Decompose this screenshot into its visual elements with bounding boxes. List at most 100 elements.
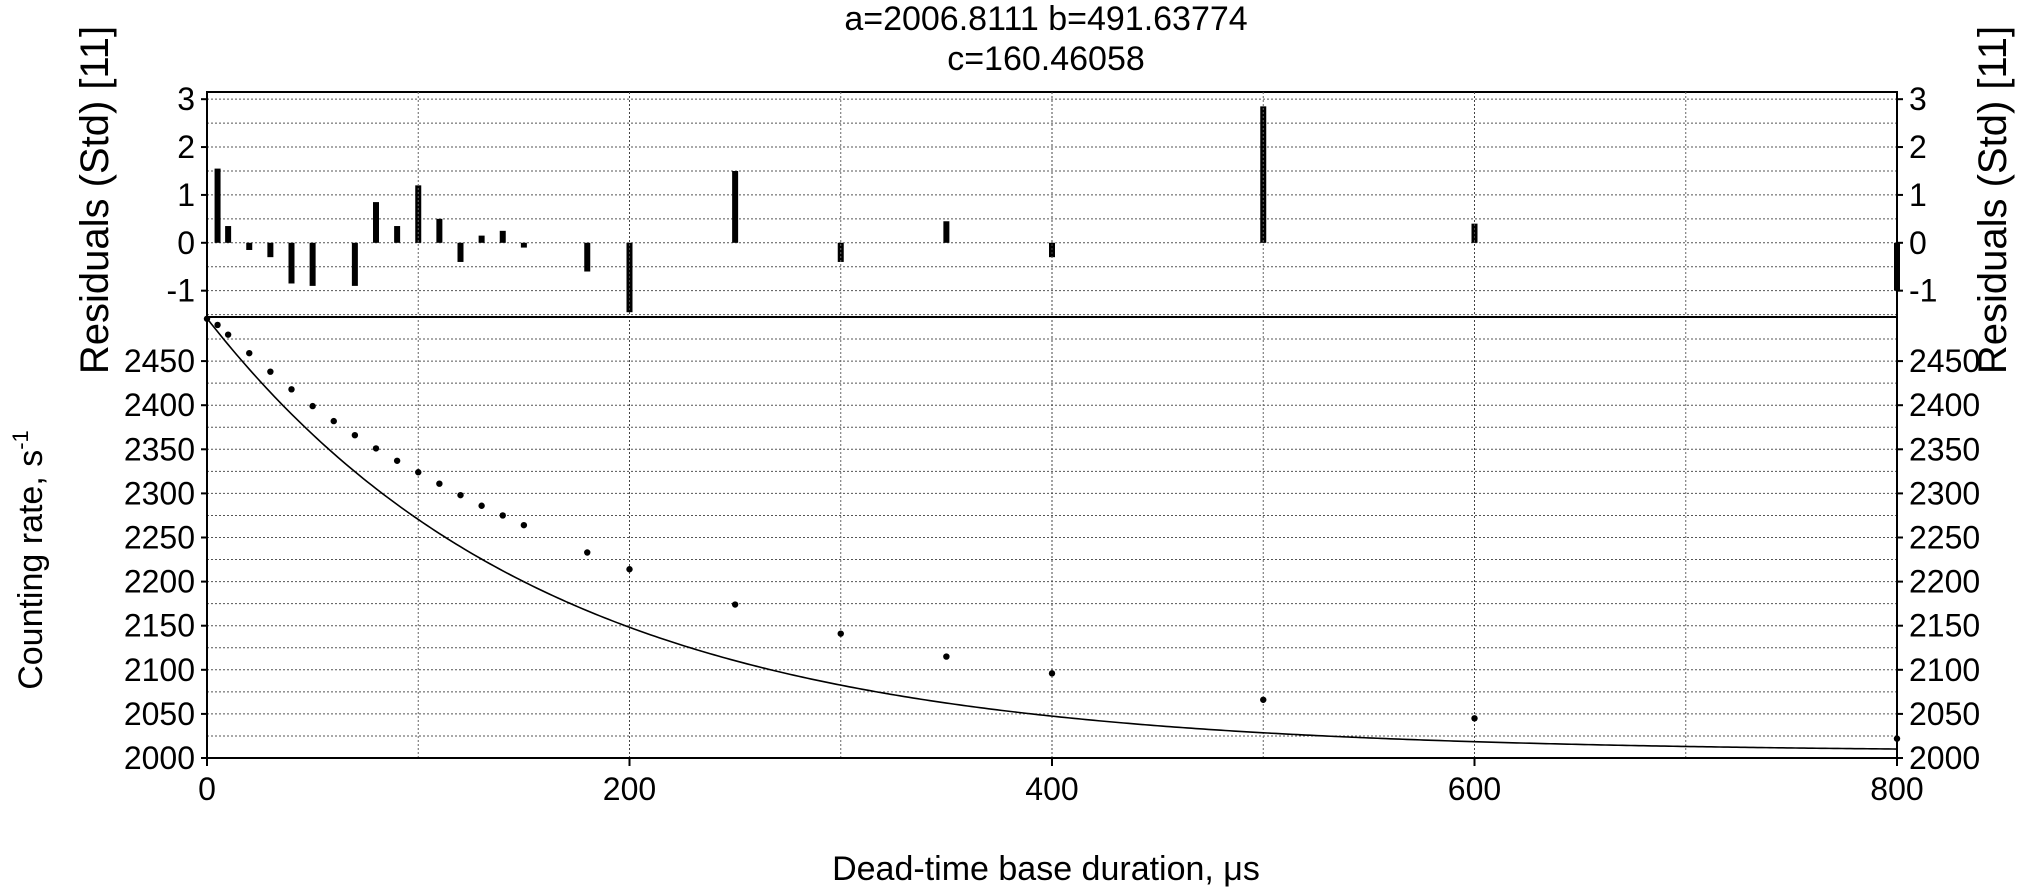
main-y-axis-label-text: Counting rate, s — [12, 450, 50, 690]
data-point — [330, 417, 337, 425]
x-tick-label: 600 — [1448, 771, 1501, 807]
data-point — [1893, 735, 1901, 742]
main-y-tick-label: 2400 — [1909, 387, 1980, 423]
main-y-tick-label: 2200 — [1909, 564, 1980, 600]
residual-bar — [214, 168, 221, 243]
residual-bar — [394, 226, 401, 243]
x-tick-label: 800 — [1870, 771, 1923, 807]
main-y-tick-label: 2050 — [1909, 696, 1980, 732]
residual-bar — [943, 221, 950, 243]
x-tick-label: 0 — [198, 771, 216, 807]
main-y-tick-label: 2100 — [124, 652, 195, 688]
data-point — [943, 653, 950, 660]
residuals-y-tick-label: -1 — [167, 273, 195, 309]
main-grid — [207, 92, 1897, 758]
residuals-y-tick-label: 1 — [177, 177, 195, 213]
residuals-y-tick-label: 2 — [177, 129, 195, 165]
data-point — [584, 549, 591, 556]
data-point — [214, 321, 221, 329]
residuals-y-axis-label-right: Residuals (Std) [11] — [1971, 26, 2015, 374]
data-point — [731, 601, 739, 608]
residual-bar — [436, 218, 443, 243]
x-tick-label: 200 — [603, 771, 656, 807]
residuals-y-ticks-left: 3 2 1 0 -1 — [167, 81, 207, 309]
residual-bar — [732, 170, 739, 243]
residual-bar — [351, 242, 358, 286]
data-point — [626, 566, 633, 573]
residual-bar — [309, 242, 316, 286]
residual-bar — [1260, 106, 1267, 243]
residual-bar — [267, 242, 274, 258]
data-point — [478, 502, 485, 509]
data-point — [224, 331, 232, 338]
main-y-tick-label: 2000 — [1909, 740, 1980, 776]
residuals-y-tick-label: 0 — [177, 225, 195, 261]
main-y-tick-label: 2450 — [124, 343, 195, 379]
data-point — [436, 480, 443, 487]
data-point — [499, 512, 506, 519]
main-y-tick-label: 2300 — [124, 475, 195, 511]
data-point — [267, 368, 274, 375]
data-point — [372, 445, 380, 452]
residuals-y-tick-label: 0 — [1909, 225, 1927, 261]
residuals-y-tick-label: 3 — [1909, 81, 1927, 117]
residual-bar — [246, 242, 253, 250]
residual-bar — [478, 235, 485, 243]
main-x-ticks: 0 200 400 600 800 — [198, 758, 1924, 807]
residual-bar — [373, 202, 379, 243]
chart-title-line-1: a=2006.8111 b=491.63774 — [844, 0, 1247, 38]
residual-bar — [415, 185, 422, 243]
residual-bar — [225, 226, 232, 243]
data-point — [393, 457, 401, 464]
residual-bar — [1894, 242, 1900, 291]
data-point — [288, 386, 295, 393]
main-y-tick-label: 2150 — [1909, 608, 1980, 644]
data-point — [415, 469, 422, 476]
data-point — [1260, 696, 1267, 703]
residuals-y-axis-label-left: Residuals (Std) [11] — [73, 26, 117, 374]
residual-bar — [520, 242, 527, 248]
main-y-tick-label: 2350 — [1909, 431, 1980, 467]
main-y-ticks-right: 2450 2400 2350 2300 2250 2200 2150 2100 2050 2000 — [1897, 343, 1980, 776]
main-y-tick-label: 2050 — [124, 696, 195, 732]
residuals-y-tick-label: -1 — [1909, 273, 1937, 309]
residuals-y-tick-label: 1 — [1909, 177, 1927, 213]
data-point — [246, 349, 253, 357]
main-y-tick-label: 2100 — [1909, 652, 1980, 688]
residuals-grid — [207, 98, 1897, 316]
main-y-tick-label: 2450 — [1909, 343, 1980, 379]
main-y-ticks-left: 2450 2400 2350 2300 2250 2200 2150 2100 2050 2000 — [124, 343, 207, 776]
residuals-y-ticks-right: 3 2 1 0 -1 — [1897, 81, 1937, 309]
data-point — [457, 491, 464, 499]
x-tick-label: 400 — [1025, 771, 1078, 807]
x-axis-label: Dead-time base duration, μs — [832, 850, 1260, 888]
residuals-bars — [214, 106, 1900, 313]
main-y-tick-label: 2250 — [124, 520, 195, 556]
data-point — [837, 630, 844, 637]
main-y-axis-label: Counting rate, s-1 — [8, 430, 50, 690]
data-points — [203, 315, 1901, 742]
data-point — [1048, 670, 1056, 677]
main-y-tick-label: 2250 — [1909, 520, 1980, 556]
residual-bar — [457, 242, 464, 262]
data-point — [203, 315, 211, 322]
main-y-axis-label-superscript: -1 — [8, 430, 33, 450]
data-point — [351, 431, 359, 439]
main-y-tick-label: 2150 — [124, 608, 195, 644]
main-y-tick-label: 2000 — [124, 740, 195, 776]
data-point — [309, 402, 316, 410]
main-y-tick-label: 2300 — [1909, 475, 1980, 511]
data-point — [1471, 715, 1478, 722]
main-y-tick-label: 2400 — [124, 387, 195, 423]
residuals-y-tick-label: 3 — [177, 81, 195, 117]
fit-curve — [206, 317, 1898, 750]
main-y-tick-label: 2350 — [124, 431, 195, 467]
data-point — [520, 521, 528, 529]
chart-title-line-2: c=160.46058 — [947, 40, 1145, 78]
residual-bar — [288, 242, 295, 284]
residual-bar — [584, 242, 591, 272]
residuals-y-tick-label: 2 — [1909, 129, 1927, 165]
residual-bar — [499, 230, 506, 243]
main-y-tick-label: 2200 — [124, 564, 195, 600]
